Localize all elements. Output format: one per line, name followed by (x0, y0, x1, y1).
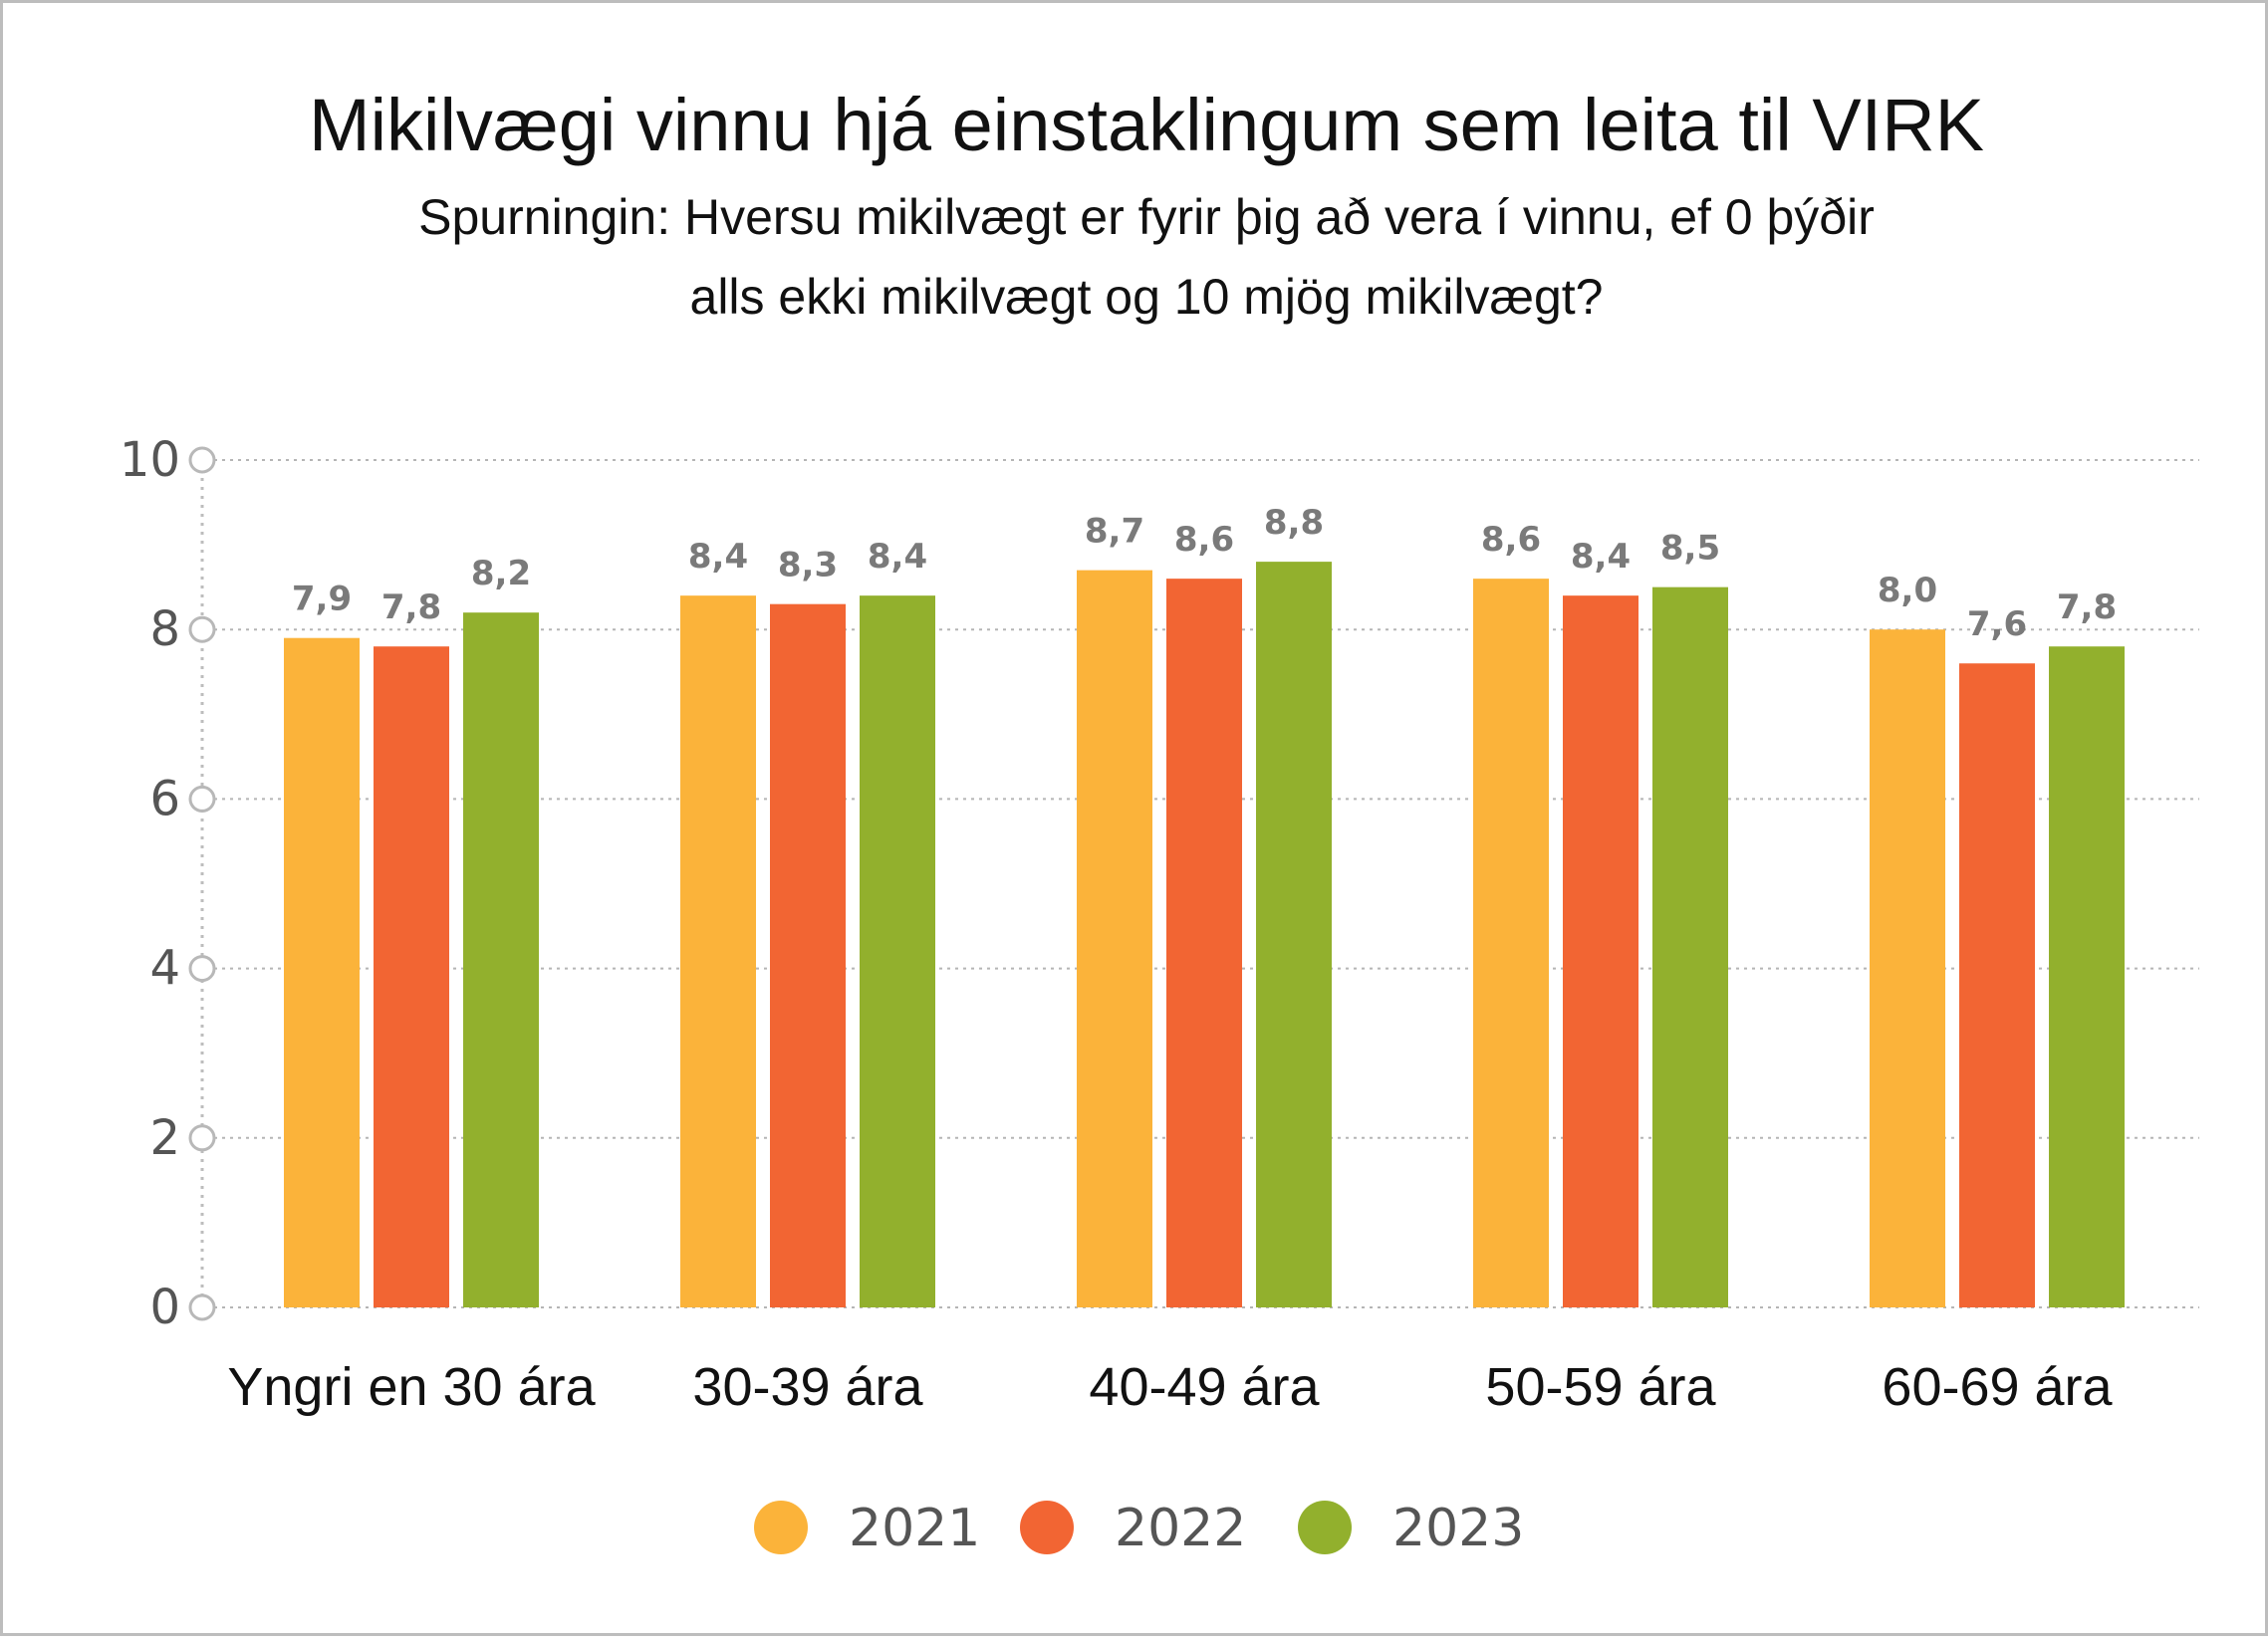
data-label: 8,2 (471, 554, 531, 593)
chart-title: Mikilvægi vinnu hjá einstaklingum sem le… (309, 84, 1984, 166)
y-tick-label: 4 (149, 941, 180, 997)
bar-2021-4 (1473, 579, 1549, 1307)
bar-2021-3 (1077, 570, 1152, 1307)
bar-2021-5 (1870, 629, 1945, 1307)
category-labels: Yngri en 30 ára 30-39 ára 40-49 ára 50-59 á… (227, 1357, 2113, 1417)
data-label: 8,8 (1264, 503, 1324, 543)
bar-2023-1 (463, 612, 539, 1307)
chart-subtitle-line-1: Spurningin: Hversu mikilvægt er fyrir þi… (418, 189, 1875, 245)
bar-2022-2 (770, 603, 846, 1307)
y-tick-marker (188, 615, 216, 643)
legend-label-2021: 2021 (849, 1499, 980, 1558)
bar-2022-5 (1959, 663, 2035, 1307)
data-label: 7,8 (381, 587, 441, 627)
legend-swatch-2023 (1298, 1501, 1352, 1554)
x-tick-label: 60-69 ára (1882, 1357, 2113, 1417)
data-label: 8,4 (1571, 537, 1631, 577)
bar-2022-1 (374, 646, 449, 1307)
data-label: 8,6 (1174, 520, 1234, 560)
chart-subtitle-line-2: alls ekki mikilvægt og 10 mjög mikilvægt… (690, 269, 1604, 325)
bar-2021-1 (284, 637, 360, 1307)
bar-chart: Mikilvægi vinnu hjá einstaklingum sem le… (120, 84, 2199, 1558)
y-tick-label: 2 (149, 1110, 180, 1166)
legend: 2021 2022 2023 (754, 1499, 1524, 1558)
data-label: 8,4 (868, 537, 927, 577)
y-tick-label: 6 (149, 771, 180, 826)
legend-label-2022: 2022 (1115, 1499, 1246, 1558)
bar-2022-4 (1563, 595, 1638, 1307)
y-axis: 0 2 4 6 8 10 (120, 432, 216, 1335)
data-label: 8,5 (1660, 529, 1720, 569)
bar-2023-4 (1652, 586, 1728, 1307)
x-tick-label: 40-49 ára (1089, 1357, 1320, 1417)
y-tick-label: 8 (149, 601, 180, 657)
y-tick-marker (188, 955, 216, 983)
x-tick-label: Yngri en 30 ára (227, 1357, 596, 1417)
bar-2021-2 (680, 595, 756, 1307)
legend-swatch-2021 (754, 1501, 808, 1554)
y-tick-label: 10 (120, 432, 180, 488)
data-label: 8,0 (1878, 571, 1937, 610)
y-tick-marker (188, 1124, 216, 1152)
data-label: 8,6 (1481, 520, 1541, 560)
data-label: 7,6 (1967, 604, 2027, 644)
bars (284, 562, 2125, 1307)
x-tick-label: 30-39 ára (692, 1357, 923, 1417)
bar-2023-2 (860, 595, 935, 1307)
y-tick-marker (188, 1293, 216, 1321)
data-label: 7,8 (2057, 587, 2117, 627)
x-tick-label: 50-59 ára (1485, 1357, 1716, 1417)
data-label: 7,9 (292, 580, 352, 619)
value-labels: 7,9 7,8 8,2 8,4 8,3 8,4 8,7 8,6 8,8 8,6 8,4 8,5 8,0 7… (292, 503, 2117, 644)
data-label: 8,7 (1085, 512, 1144, 552)
data-label: 8,4 (688, 537, 748, 577)
bar-2023-5 (2049, 646, 2125, 1307)
y-tick-marker (188, 446, 216, 474)
bar-2023-3 (1256, 562, 1332, 1307)
legend-swatch-2022 (1020, 1501, 1074, 1554)
legend-label-2023: 2023 (1392, 1499, 1524, 1558)
y-tick-label: 0 (149, 1280, 180, 1335)
y-tick-marker (188, 785, 216, 813)
data-label: 8,3 (778, 546, 838, 585)
bar-2022-3 (1166, 579, 1242, 1307)
